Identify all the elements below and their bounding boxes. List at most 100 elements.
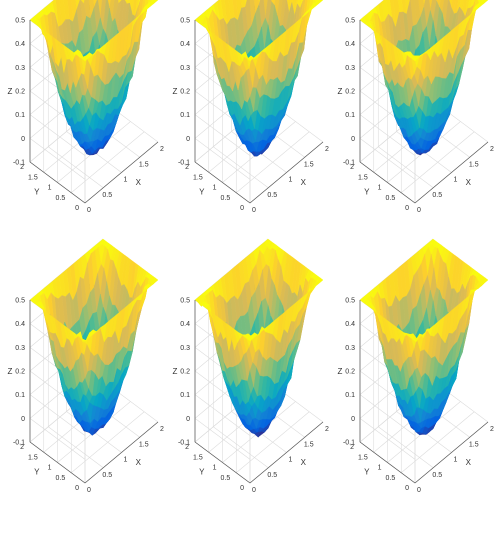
surface-panel-2: (e)00.511.5200.511.52-0.100.10.20.30.40.… [173,0,329,214]
z-tick-label: 0.3 [345,345,355,352]
x-axis-label: X [136,178,142,187]
y-tick-label: 2 [20,164,24,171]
surface-facet [477,0,481,4]
y-axis-label: Y [34,187,40,196]
surface-mesh [194,238,324,438]
x-tick-label: 1 [124,177,128,184]
x-axis-line [249,141,324,204]
y-tick-label: 1 [48,185,52,192]
z-tick-label: 0.2 [180,369,190,376]
z-tick-label: 0.4 [15,321,25,328]
x-tick-label: 1 [454,457,458,464]
y-tick-label: 0.5 [221,195,231,202]
y-axis-line [359,441,416,484]
x-axis-label: X [301,458,307,467]
y-axis-label: Y [364,467,370,476]
z-tick-label: 0 [21,136,25,143]
x-tick-label: 0.5 [267,472,277,479]
surface-facet [428,0,433,11]
z-axis-label: Z [8,87,13,96]
y-tick-label: 1 [213,465,217,472]
z-tick-label: 0 [351,416,355,423]
z-axis-label: Z [173,87,178,96]
y-axis-line [359,161,416,204]
z-tick-label: 0 [186,416,190,423]
x-axis-label: X [301,178,307,187]
x-tick-label: 2 [325,426,329,433]
surface-mesh [29,0,159,156]
z-tick-label: 0.4 [345,41,355,48]
surface-facet [411,55,419,62]
y-tick-label: 0.5 [386,475,396,482]
z-tick-label: 0 [351,136,355,143]
y-axis-line [29,441,86,484]
y-axis-label: Y [199,467,205,476]
surface-panel-5: (h)00.511.5200.511.52-0.100.10.20.30.40.… [173,238,329,494]
y-tick-label: 1 [378,185,382,192]
surface-panel-3: (f)00.511.5200.511.52-0.100.10.20.30.40.… [338,0,494,214]
x-axis-label: X [466,178,472,187]
z-axis-label: Z [8,367,13,376]
z-tick-label: 0.2 [345,369,355,376]
surface-facet [82,337,89,342]
z-axis-label: Z [338,87,343,96]
x-tick-label: 0 [87,207,91,214]
z-tick-label: 0.1 [345,112,355,119]
y-axis-label: Y [199,187,205,196]
x-tick-label: 1.5 [469,441,479,448]
z-axis-label: Z [338,367,343,376]
x-tick-label: 1.5 [139,161,149,168]
y-tick-label: 1.5 [28,454,38,461]
y-axis-line [194,161,251,204]
y-tick-label: 2 [20,444,24,451]
z-tick-label: -0.1 [13,160,25,167]
y-tick-label: 0 [240,205,244,212]
y-tick-label: 0.5 [56,195,66,202]
x-axis-line [84,141,159,204]
y-tick-label: 1.5 [358,454,368,461]
x-tick-label: 2 [325,146,329,153]
x-tick-label: 1 [289,177,293,184]
surface-facet [107,0,112,9]
z-tick-label: 0.1 [15,392,25,399]
x-tick-label: 0 [87,487,91,494]
z-tick-label: 0.2 [15,89,25,96]
x-tick-label: 0.5 [432,192,442,199]
surface-mesh [359,0,489,156]
x-axis-line [414,141,489,204]
x-tick-label: 0.5 [102,472,112,479]
z-tick-label: 0.3 [15,65,25,72]
y-tick-label: 0 [75,205,79,212]
y-tick-label: 0.5 [56,475,66,482]
x-axis-label: X [136,458,142,467]
z-tick-label: 0.1 [180,112,190,119]
x-tick-label: 1.5 [304,161,314,168]
z-tick-label: 0.4 [180,321,190,328]
x-tick-label: 2 [490,146,494,153]
x-tick-label: 2 [160,146,164,153]
z-tick-label: -0.1 [178,440,190,447]
x-tick-label: 0 [417,207,421,214]
z-tick-label: 0.5 [180,298,190,305]
y-tick-label: 2 [350,164,354,171]
y-tick-label: 1.5 [358,174,368,181]
y-tick-label: 1.5 [28,174,38,181]
y-tick-label: 1.5 [193,174,203,181]
z-tick-label: 0.2 [180,89,190,96]
y-tick-label: 1 [378,465,382,472]
y-tick-label: 0 [405,485,409,492]
surface-facet [246,55,255,62]
y-tick-label: 1 [213,185,217,192]
z-tick-label: 0.1 [345,392,355,399]
z-tick-label: 0.4 [180,41,190,48]
z-tick-label: 0 [186,136,190,143]
z-tick-label: 0.3 [345,65,355,72]
x-tick-label: 1 [454,177,458,184]
z-tick-label: 0.5 [15,18,25,25]
surface-mesh [194,0,324,157]
y-tick-label: 0 [405,205,409,212]
x-tick-label: 1.5 [469,161,479,168]
z-axis-label: Z [173,367,178,376]
x-tick-label: 1 [289,457,293,464]
